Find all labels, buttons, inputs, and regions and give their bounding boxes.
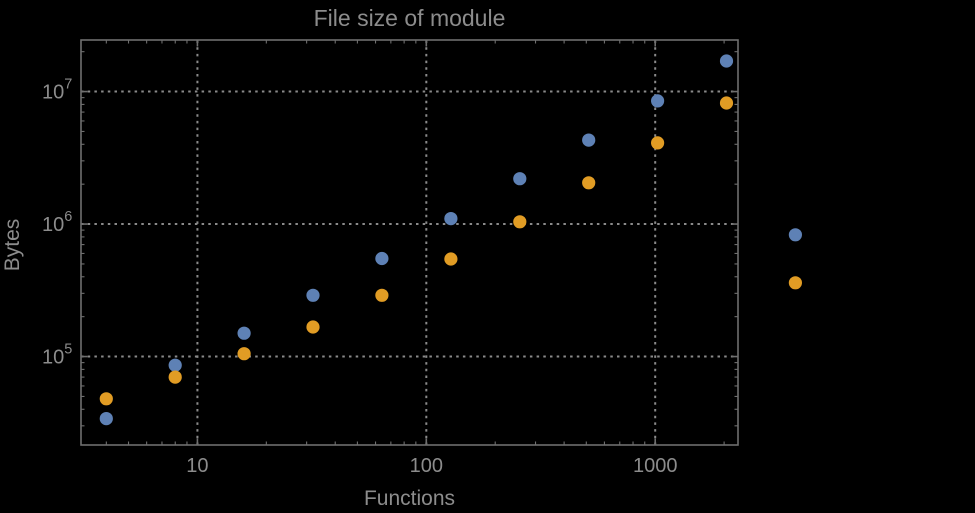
orange-series-point — [444, 252, 458, 266]
orange-series-point — [306, 320, 320, 334]
x-tick-label: 10 — [186, 455, 208, 477]
orange-series-point — [651, 136, 665, 150]
y-axis-label: Bytes — [1, 218, 24, 272]
y-tick-label: 107 — [42, 77, 72, 104]
blue-series-point — [513, 172, 527, 186]
blue-series-point — [237, 326, 251, 340]
orange-series-point — [719, 96, 734, 110]
blue-series-point — [375, 251, 389, 266]
orange-series-point — [237, 347, 251, 361]
y-tick-label: 106 — [42, 209, 72, 236]
chart-title: File size of module — [313, 5, 506, 31]
orange-series-point — [99, 392, 113, 406]
orange-series-point — [375, 288, 389, 302]
orange-series-point — [513, 215, 527, 229]
blue-series-point — [582, 133, 596, 147]
y-tick-label: 105 — [42, 342, 72, 369]
blue-series-point — [788, 228, 803, 242]
blue-series-point — [168, 358, 182, 372]
plot-frame — [80, 39, 739, 446]
blue-series-point — [99, 412, 113, 426]
orange-series-point — [168, 370, 182, 384]
orange-series-point — [582, 176, 596, 190]
blue-series-point — [444, 212, 458, 226]
blue-series-point — [651, 94, 665, 108]
x-tick-label: 1000 — [633, 455, 678, 477]
blue-series-point — [306, 288, 320, 302]
x-tick-label: 100 — [410, 455, 443, 477]
orange-series-point — [788, 276, 803, 290]
x-axis-label: Functions — [363, 487, 456, 510]
blue-series-point — [719, 54, 734, 68]
